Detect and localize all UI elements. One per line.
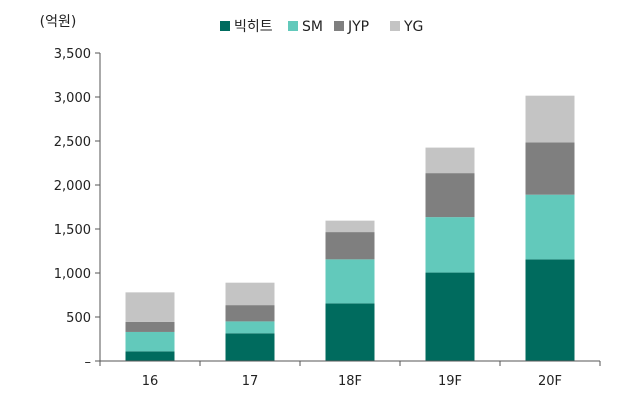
y-tick-label: 2,500 <box>54 135 91 150</box>
bar-segment <box>225 282 275 306</box>
bar-segment <box>525 95 575 143</box>
bar-segment <box>225 333 275 361</box>
bar-segment <box>425 272 475 361</box>
bar-segment <box>125 321 175 332</box>
legend-label: 빅히트 <box>234 19 273 35</box>
y-tick-label: 3,500 <box>54 47 91 62</box>
bar-segment <box>125 351 175 361</box>
bar-segment <box>425 217 475 273</box>
legend: 빅히트 SM JYP YG <box>220 19 423 35</box>
bar-segment <box>425 147 475 174</box>
x-tick-label: 17 <box>242 374 259 389</box>
x-tick-label: 20F <box>538 374 562 389</box>
y-axis: – 500 1,000 1,500 2,000 2,500 3,000 3,500 <box>54 47 101 370</box>
bar-segment <box>325 220 375 233</box>
legend-swatch <box>390 21 400 31</box>
legend-label: JYP <box>347 19 369 35</box>
bar-segment <box>125 292 175 322</box>
y-tick-label: 500 <box>66 311 91 326</box>
legend-swatch <box>288 21 298 31</box>
y-tick-label: 3,000 <box>54 91 91 106</box>
bar-segment <box>525 142 575 195</box>
legend-label: SM <box>302 19 323 35</box>
bars <box>125 95 575 361</box>
bar-segment <box>225 305 275 322</box>
y-tick-label: – <box>85 355 92 370</box>
bar-segment <box>125 331 175 352</box>
bar-segment <box>425 173 475 218</box>
x-tick-label: 19F <box>438 374 462 389</box>
bar-segment <box>325 232 375 260</box>
legend-swatch <box>334 21 344 31</box>
x-axis: 16 17 18F 19F 20F <box>99 360 601 389</box>
bar-segment <box>525 259 575 361</box>
y-tick-label: 1,500 <box>54 223 91 238</box>
x-tick-label: 16 <box>142 374 159 389</box>
y-tick-label: 2,000 <box>54 179 91 194</box>
x-tick-label: 18F <box>338 374 362 389</box>
bar-segment <box>525 194 575 260</box>
bar-segment <box>325 303 375 361</box>
bar-segment <box>225 321 275 334</box>
unit-label: (억원) <box>40 14 77 30</box>
bar-segment <box>325 259 375 304</box>
legend-label: YG <box>403 19 423 35</box>
legend-swatch <box>220 21 230 31</box>
y-tick-label: 1,000 <box>54 267 91 282</box>
